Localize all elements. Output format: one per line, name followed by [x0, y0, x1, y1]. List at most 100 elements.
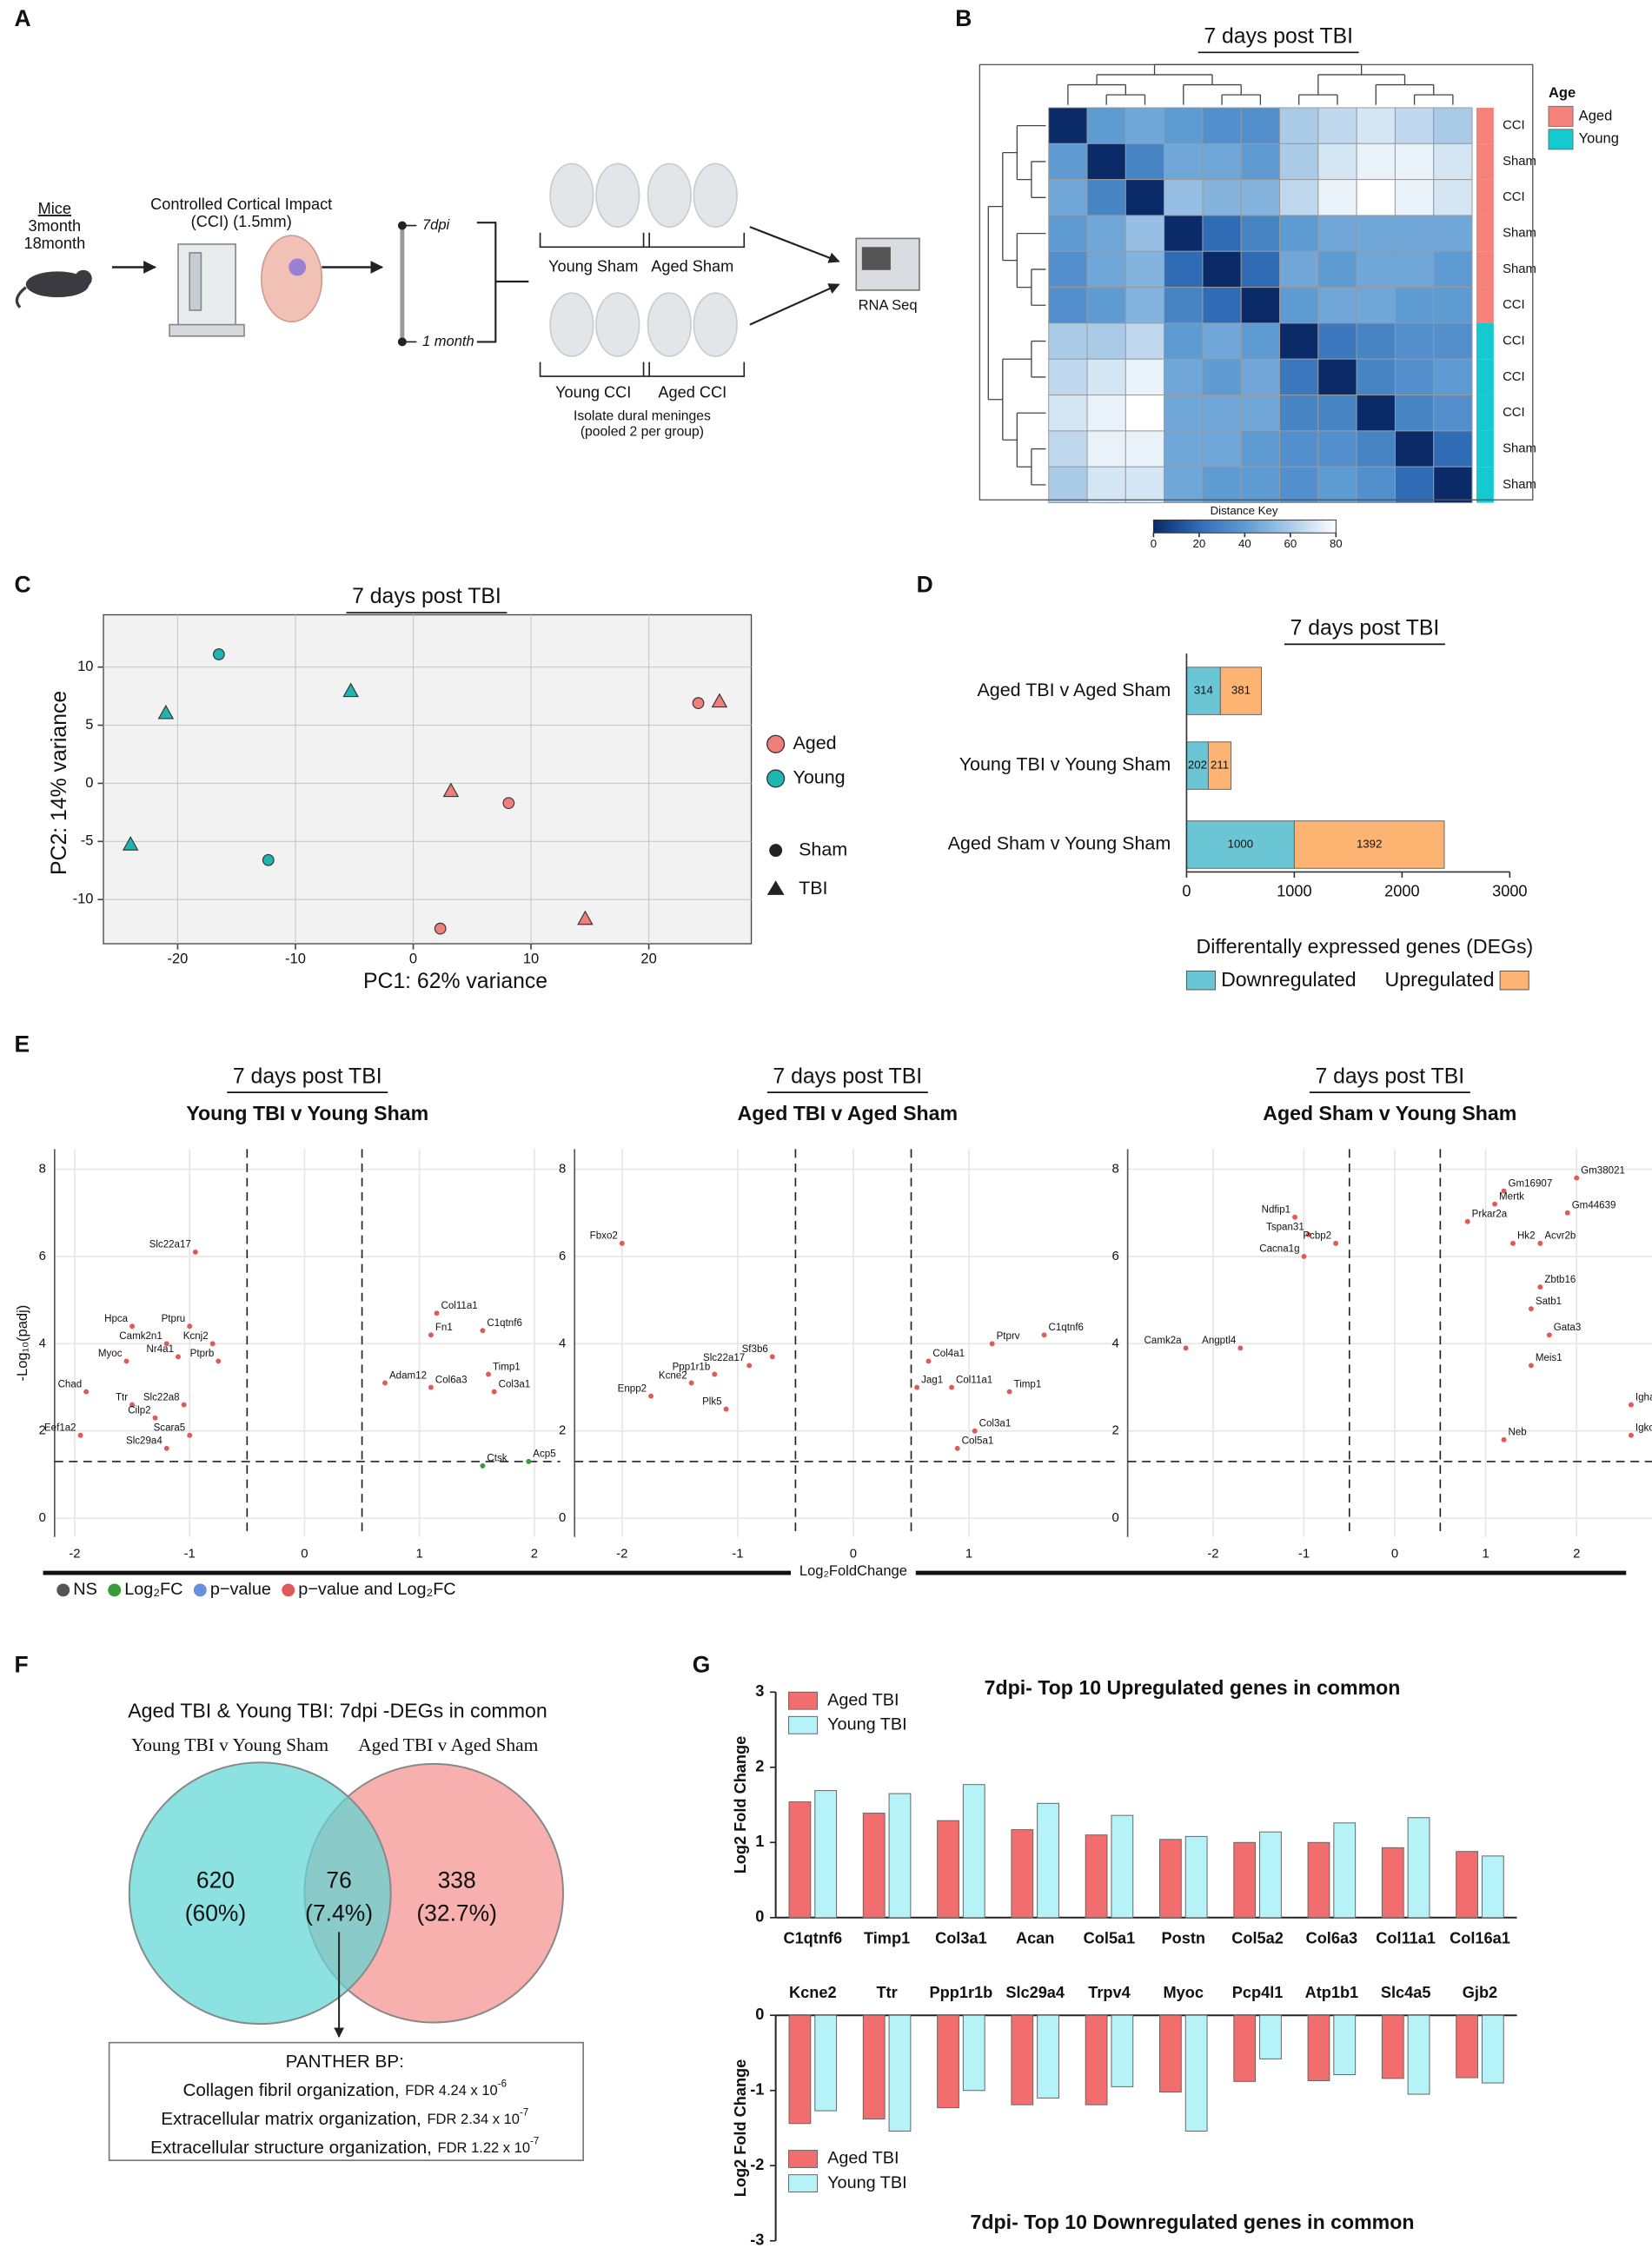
- legend-label: Sham: [799, 839, 847, 859]
- row-label: Sham: [1503, 478, 1536, 492]
- bar: [862, 2014, 886, 2120]
- legend-swatch: [788, 2150, 819, 2168]
- point: [1006, 1389, 1012, 1395]
- age-bar: [1476, 251, 1494, 288]
- point: [480, 1462, 486, 1469]
- heatmap-cell: [1125, 466, 1165, 504]
- bar-segment: [1207, 741, 1232, 790]
- colorbar-tick-label: 40: [1238, 537, 1251, 550]
- heatmap-cell: [1086, 107, 1126, 144]
- gene-label: Ppp1r1b: [673, 1362, 711, 1372]
- heatmap-cell: [1394, 215, 1435, 252]
- bracket: [539, 232, 746, 377]
- gene-label: Neb: [1509, 1428, 1527, 1438]
- point: [1564, 1210, 1570, 1216]
- y-tick-label: 0: [559, 1511, 566, 1525]
- bar: [1111, 1814, 1134, 1919]
- heatmap-cell: [1048, 466, 1088, 504]
- device: [177, 243, 236, 328]
- heatmap-cell: [1279, 358, 1319, 396]
- x-tick-label: Col16a1: [1450, 1929, 1510, 1946]
- heatmap-cell: [1317, 466, 1357, 504]
- legend-label: Young TBI: [827, 2173, 907, 2192]
- sequencer: [861, 247, 891, 270]
- heatmap-cell: [1433, 107, 1473, 144]
- chart-title: 7dpi- Top 10 Upregulated genes in common: [985, 1676, 1401, 1699]
- row-label: Sham: [1503, 227, 1536, 241]
- legend-label: Aged TBI: [827, 1690, 899, 1709]
- point: [209, 1341, 216, 1347]
- point: [914, 1384, 920, 1390]
- heatmap-cell: [1433, 322, 1473, 360]
- point: [434, 1310, 440, 1316]
- term: Collagen fibril organization,: [182, 2080, 399, 2100]
- x-tick-label: Postn: [1162, 1929, 1205, 1946]
- x-tick-label: Ppp1r1b: [930, 1984, 993, 2001]
- y-tick-label: 0: [1111, 1511, 1118, 1525]
- heatmap-cell: [1317, 358, 1357, 396]
- heatmap-cell: [1356, 107, 1396, 144]
- heatmap-cell: [1240, 107, 1281, 144]
- heatmap-cell: [1048, 250, 1088, 288]
- gene-label: Gata3: [1554, 1323, 1582, 1333]
- point: [1305, 1231, 1311, 1237]
- bar: [1481, 1855, 1504, 1919]
- heatmap-cell: [1356, 430, 1396, 468]
- x-tick-label: Col6a3: [1306, 1929, 1358, 1946]
- mouse-tail: [15, 286, 27, 308]
- point: [577, 910, 594, 925]
- venn-percent: (7.4%): [305, 1900, 373, 1926]
- gene-label: Cacna1g: [1259, 1244, 1299, 1255]
- legend-swatch: [788, 2174, 819, 2193]
- gene-label: Acp5: [533, 1449, 555, 1460]
- point: [526, 1458, 532, 1464]
- heatmap-cell: [1356, 143, 1396, 181]
- gene-label: Timp1: [493, 1362, 521, 1372]
- gene-label: Sf3b6: [742, 1344, 768, 1355]
- point: [712, 1371, 718, 1377]
- heatmap-cell: [1125, 107, 1165, 144]
- row-label: Sham: [1503, 262, 1536, 276]
- heatmap-cell: [1048, 143, 1088, 181]
- bar: [1481, 2014, 1504, 2084]
- heatmap-cell: [1356, 179, 1396, 216]
- heatmap-cell: [1433, 287, 1473, 324]
- bar: [1184, 1835, 1208, 1919]
- label: Controlled Cortical Impact: [150, 196, 332, 213]
- x-tick-label: Slc29a4: [1005, 1984, 1065, 2001]
- legend-title: Age: [1549, 84, 1576, 101]
- label: Isolate dural meninges: [574, 409, 711, 424]
- legend-label: Log₂FC: [124, 1580, 182, 1599]
- point: [491, 1389, 497, 1395]
- point: [1628, 1432, 1634, 1438]
- age-bar: [1476, 467, 1494, 503]
- age-bar: [1476, 322, 1494, 360]
- point: [1237, 1345, 1244, 1351]
- y-tick-label: 5: [85, 716, 93, 733]
- fdr: FDR 2.34 x 10: [427, 2111, 519, 2127]
- mouse: [74, 269, 92, 288]
- gene-label: Zbtb16: [1544, 1275, 1576, 1285]
- heatmap-cell: [1356, 250, 1396, 288]
- heatmap-cell: [1086, 395, 1126, 432]
- row-label: CCI: [1503, 406, 1525, 420]
- brain: [647, 162, 692, 229]
- heatmap-cell: [1356, 358, 1396, 396]
- colorbar-tick-label: 20: [1193, 537, 1206, 550]
- heatmap-cell: [1394, 107, 1435, 144]
- point: [1546, 1332, 1552, 1338]
- x-tick-label: -2: [1207, 1548, 1218, 1562]
- x-tick-label: Col3a1: [935, 1929, 987, 1946]
- term-line: Extracellular matrix organization, FDR 2.…: [161, 2108, 528, 2130]
- venn-percent: (32.7%): [416, 1900, 497, 1926]
- brain: [647, 292, 692, 357]
- point: [1537, 1284, 1543, 1290]
- point: [129, 1402, 136, 1408]
- heatmap-cell: [1394, 143, 1435, 181]
- heatmap-cell: [1394, 322, 1435, 360]
- point: [382, 1380, 388, 1386]
- y-tick-label: Aged Sham v Young Sham: [948, 833, 1171, 854]
- panel-label: C: [15, 571, 31, 597]
- point: [746, 1363, 753, 1369]
